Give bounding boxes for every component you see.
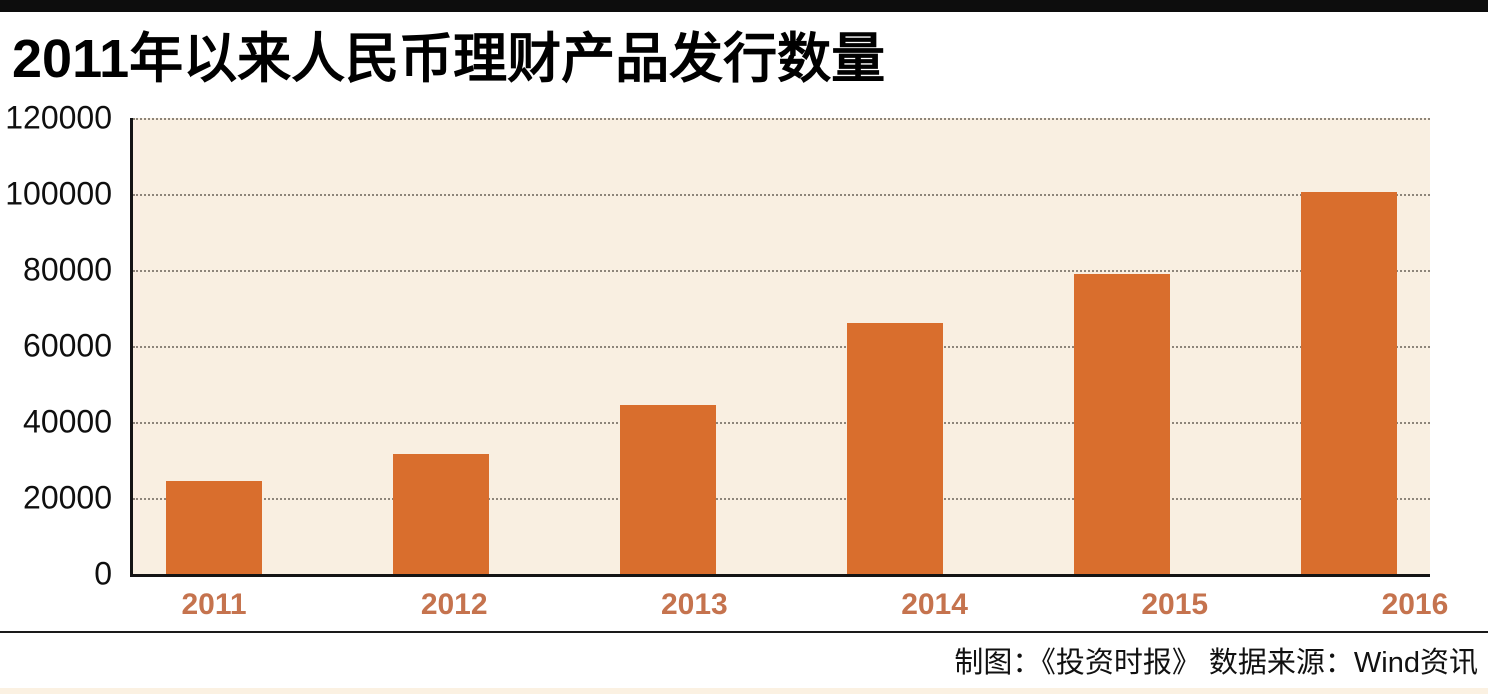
x-axis-tick-label: 2011 — [181, 588, 247, 621]
credits-text: 制图：《投资时报》 数据来源：Wind资讯 — [954, 647, 1478, 679]
gridline-120000 — [133, 118, 1430, 120]
x-axis-tick-label: 2016 — [1381, 588, 1449, 621]
y-axis: 0 20000 40000 60000 80000 100000 120000 — [0, 100, 112, 592]
x-axis-tick-label: 2013 — [661, 588, 728, 621]
x-axis-tick-label: 2014 — [901, 588, 968, 621]
gridline-60000 — [133, 346, 1430, 348]
y-axis-tick-label: 0 — [94, 555, 112, 592]
y-axis-tick-label: 100000 — [5, 175, 112, 212]
chart-title: 2011年以来人民币理财产品发行数量 — [12, 29, 886, 89]
y-axis-tick-label: 120000 — [5, 99, 112, 136]
bar-2016 — [1301, 192, 1397, 574]
x-axis-tick-label: 2015 — [1141, 588, 1209, 621]
gridline-20000 — [133, 498, 1430, 500]
bar-2012 — [393, 454, 489, 574]
top-border-bar — [0, 0, 1488, 12]
bar-2015 — [1074, 273, 1170, 574]
y-axis-tick-label: 60000 — [23, 327, 112, 364]
gridline-100000 — [133, 193, 1430, 196]
plot-area — [133, 118, 1430, 574]
bar-2013 — [620, 404, 716, 574]
footer-divider — [0, 631, 1488, 633]
bottom-strip — [0, 688, 1488, 694]
gridline-80000 — [133, 269, 1430, 272]
y-axis-line — [130, 118, 133, 577]
gridline-40000 — [133, 421, 1430, 424]
y-axis-tick-label: 20000 — [23, 479, 112, 516]
x-axis: 2011 2012 2013 2014 2015 2016 — [133, 588, 1488, 622]
y-axis-tick-label: 80000 — [23, 251, 112, 288]
x-axis-line — [130, 574, 1430, 577]
bar-2011 — [166, 480, 262, 574]
bar-series — [133, 118, 1430, 574]
bar-2014 — [847, 323, 943, 574]
y-axis-tick-label: 40000 — [23, 403, 112, 440]
x-axis-tick-label: 2012 — [420, 588, 488, 621]
